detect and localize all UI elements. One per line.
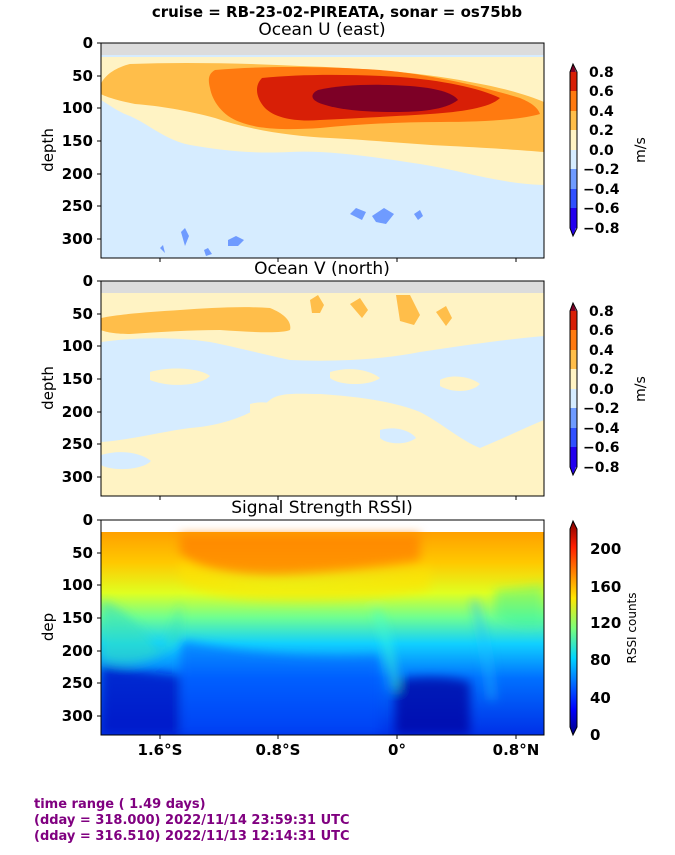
panel-ocean-v: Ocean V (north) 0 50 100 150 200 250 300… xyxy=(39,259,649,500)
rssi-field xyxy=(101,520,544,735)
y-tick: 200 xyxy=(62,165,93,183)
colorbar: 0.8 0.6 0.4 0.2 0.0 −0.2 −0.4 −0.6 −0.8 … xyxy=(569,301,649,477)
y-tick: 50 xyxy=(72,305,93,323)
y-axis: 0 50 100 150 200 250 300 xyxy=(62,511,101,725)
y-tick: 150 xyxy=(62,370,93,388)
footer-line: time range ( 1.49 days) xyxy=(34,797,206,812)
u-contour-0.8 xyxy=(312,84,458,112)
y-tick: 50 xyxy=(72,544,93,562)
panel-rssi: Signal Strength RSSI) 0 50 100 150 200 xyxy=(39,498,639,759)
y-tick: 200 xyxy=(62,403,93,421)
y-tick: 300 xyxy=(62,707,93,725)
v-field xyxy=(101,281,544,496)
cbar-tick: 0.4 xyxy=(589,104,614,120)
x-ticks xyxy=(159,258,517,262)
colorbar-label: m/s xyxy=(633,376,649,402)
v-contour-negative xyxy=(101,336,544,448)
cbar-tick: 0.6 xyxy=(589,323,614,339)
x-tick: 0.8°N xyxy=(493,741,540,759)
cbar-tick: −0.2 xyxy=(583,401,620,417)
cbar-tick: 200 xyxy=(590,540,621,558)
x-ticks xyxy=(159,735,517,739)
u-field xyxy=(101,43,544,258)
y-tick: 100 xyxy=(62,576,93,594)
x-tick: 0° xyxy=(388,741,406,759)
footer-line: (dday = 316.510) 2022/11/13 12:14:31 UTC xyxy=(34,829,350,844)
y-tick: 150 xyxy=(62,609,93,627)
colorbar: 0.8 0.6 0.4 0.2 0.0 −0.2 −0.4 −0.6 −0.8 … xyxy=(569,62,649,238)
y-tick: 0 xyxy=(83,272,93,290)
cbar-tick: 0 xyxy=(590,726,600,744)
colorbar-label: RSSI counts xyxy=(625,592,639,663)
cbar-tick: −0.4 xyxy=(583,182,620,198)
cbar-tick: 0.2 xyxy=(589,123,614,139)
y-tick: 100 xyxy=(62,99,93,117)
cbar-tick: 120 xyxy=(590,614,621,632)
cbar-tick: −0.8 xyxy=(583,460,620,476)
y-tick: 150 xyxy=(62,132,93,150)
colorbar-label: m/s xyxy=(633,137,649,163)
colorbar: 200 160 120 80 40 0 RSSI counts xyxy=(569,519,639,744)
panel-title: Ocean U (east) xyxy=(258,20,385,40)
y-tick: 250 xyxy=(62,435,93,453)
panel-ocean-u: Ocean U (east) 0 50 100 150 200 250 300 … xyxy=(39,20,649,262)
cbar-tick: 0.0 xyxy=(589,382,614,398)
v-contour-0.2 xyxy=(101,295,452,334)
y-axis-label: depth xyxy=(39,128,57,172)
footer-line: (dday = 318.000) 2022/11/14 23:59:31 UTC xyxy=(34,813,350,828)
x-tick: 1.6°S xyxy=(138,741,183,759)
y-tick: 300 xyxy=(62,468,93,486)
y-axis-label: depth xyxy=(39,366,57,410)
y-tick: 50 xyxy=(72,67,93,85)
cbar-tick: 160 xyxy=(590,578,621,596)
y-tick: 250 xyxy=(62,674,93,692)
cbar-tick: 0.2 xyxy=(589,362,614,378)
cbar-tick: −0.4 xyxy=(583,421,620,437)
y-tick: 0 xyxy=(83,34,93,52)
cbar-tick: −0.6 xyxy=(583,440,620,456)
no-data-band xyxy=(101,43,544,55)
y-tick: 300 xyxy=(62,230,93,248)
y-axis-label: dep xyxy=(39,613,57,641)
y-axis: 0 50 100 150 200 250 300 xyxy=(62,34,101,248)
cbar-tick: −0.8 xyxy=(583,221,620,237)
panel-title: Signal Strength RSSI) xyxy=(231,498,413,518)
y-axis: 0 50 100 150 200 250 300 xyxy=(62,272,101,486)
y-tick: 0 xyxy=(83,511,93,529)
y-tick: 200 xyxy=(62,642,93,660)
x-ticks xyxy=(159,496,517,500)
x-axis: 1.6°S 0.8°S 0° 0.8°N xyxy=(138,741,540,759)
no-data-band xyxy=(101,281,544,293)
cbar-tick: 40 xyxy=(590,689,611,707)
y-tick: 250 xyxy=(62,197,93,215)
cbar-tick: 0.0 xyxy=(589,143,614,159)
x-tick: 0.8°S xyxy=(256,741,301,759)
cbar-tick: −0.2 xyxy=(583,162,620,178)
cbar-tick: 0.8 xyxy=(589,304,614,320)
time-range-footer: time range ( 1.49 days) (dday = 318.000)… xyxy=(34,797,350,845)
cbar-tick: 0.6 xyxy=(589,84,614,100)
cbar-tick: 0.4 xyxy=(589,343,614,359)
cbar-tick: 80 xyxy=(590,651,611,669)
suptitle: cruise = RB-23-02-PIREATA, sonar = os75b… xyxy=(152,3,523,21)
y-tick: 100 xyxy=(62,337,93,355)
cbar-tick: −0.6 xyxy=(583,201,620,217)
panel-title: Ocean V (north) xyxy=(254,259,390,279)
cbar-tick: 0.8 xyxy=(589,65,614,81)
